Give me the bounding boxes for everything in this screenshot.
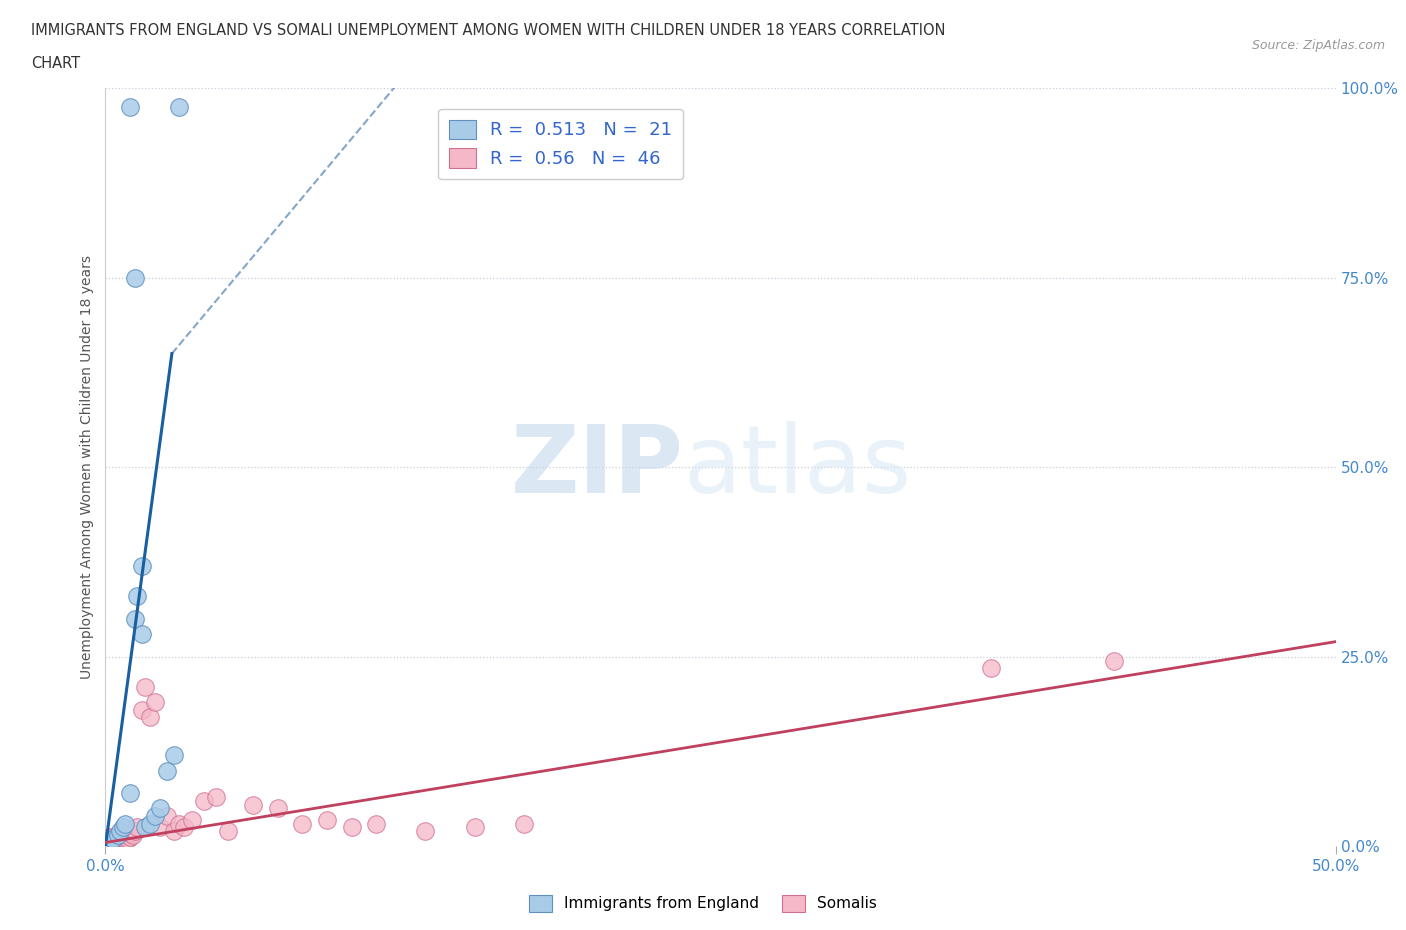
Point — [366, 817, 388, 831]
Point — [169, 100, 191, 114]
Point — [513, 817, 536, 831]
Point — [97, 835, 120, 850]
Point — [315, 812, 337, 827]
Point — [131, 558, 153, 573]
Point — [98, 830, 122, 844]
Y-axis label: Unemployment Among Women with Children Under 18 years: Unemployment Among Women with Children U… — [80, 256, 94, 679]
Point — [156, 763, 179, 777]
Text: atlas: atlas — [683, 421, 912, 513]
Point — [131, 702, 153, 717]
Point — [120, 100, 141, 114]
Point — [218, 824, 240, 839]
Point — [110, 824, 132, 839]
Point — [131, 627, 153, 642]
Text: Source: ZipAtlas.com: Source: ZipAtlas.com — [1251, 39, 1385, 52]
Point — [138, 817, 162, 831]
Point — [120, 830, 141, 844]
Point — [127, 820, 149, 835]
Point — [134, 680, 156, 695]
Point — [156, 808, 179, 823]
Point — [242, 797, 264, 812]
Point — [117, 831, 139, 846]
Point — [124, 824, 146, 839]
Point — [114, 828, 136, 843]
Legend: Immigrants from England, Somalis: Immigrants from England, Somalis — [523, 889, 883, 918]
Point — [98, 832, 122, 847]
Point — [149, 820, 172, 835]
Point — [110, 830, 132, 844]
Point — [98, 835, 122, 850]
Text: IMMIGRANTS FROM ENGLAND VS SOMALI UNEMPLOYMENT AMONG WOMEN WITH CHILDREN UNDER 1: IMMIGRANTS FROM ENGLAND VS SOMALI UNEMPL… — [31, 23, 945, 38]
Point — [104, 831, 127, 846]
Point — [340, 820, 363, 835]
Point — [180, 812, 202, 827]
Point — [980, 660, 1002, 675]
Point — [107, 828, 129, 843]
Point — [143, 808, 166, 823]
Point — [97, 831, 120, 846]
Point — [1102, 653, 1125, 668]
Point — [138, 710, 162, 724]
Point — [101, 830, 124, 844]
Point — [114, 831, 136, 846]
Point — [291, 817, 314, 831]
Point — [464, 820, 486, 835]
Point — [124, 271, 146, 286]
Point — [111, 820, 134, 835]
Point — [101, 831, 124, 846]
Point — [121, 828, 143, 843]
Point — [163, 824, 186, 839]
Text: ZIP: ZIP — [510, 421, 683, 513]
Point — [193, 793, 215, 808]
Point — [97, 835, 120, 850]
Point — [267, 801, 290, 816]
Point — [205, 790, 228, 804]
Legend: R =  0.513   N =  21, R =  0.56   N =  46: R = 0.513 N = 21, R = 0.56 N = 46 — [439, 109, 683, 179]
Point — [169, 817, 191, 831]
Point — [97, 832, 120, 847]
Point — [120, 825, 141, 840]
Point — [107, 831, 129, 846]
Point — [127, 589, 149, 604]
Point — [101, 832, 124, 847]
Point — [415, 824, 437, 839]
Point — [114, 817, 136, 831]
Point — [104, 832, 127, 847]
Point — [134, 820, 156, 835]
Point — [120, 786, 141, 801]
Point — [111, 828, 134, 843]
Point — [98, 832, 122, 847]
Text: CHART: CHART — [31, 56, 80, 71]
Point — [107, 828, 129, 843]
Point — [124, 612, 146, 627]
Point — [149, 801, 172, 816]
Point — [173, 820, 195, 835]
Point — [163, 748, 186, 763]
Point — [143, 695, 166, 710]
